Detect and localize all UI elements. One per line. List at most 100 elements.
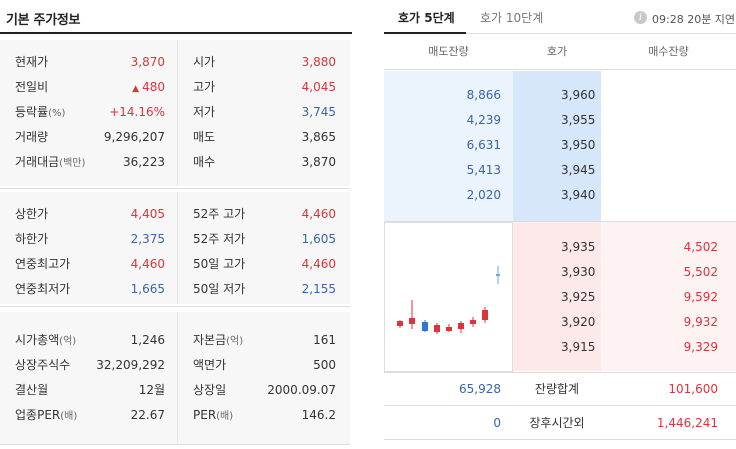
- info-row: 시가총액(억) 1,246 자본금(억) 161: [0, 328, 350, 353]
- row-label: 전일비: [15, 80, 49, 94]
- row-value: 3,880: [301, 55, 336, 69]
- basic-price-info-panel: 기본 주가정보 현재가 3,870 시가 3,880 전일비 ▲ 480 고가 4,045 등락률…: [0, 0, 352, 449]
- total-ask-volume: 65,928: [459, 382, 501, 396]
- candle-body: [482, 310, 488, 320]
- row-label: 52주 저가: [193, 232, 246, 246]
- bid-area: [601, 221, 736, 371]
- row-label: 매수: [193, 155, 216, 169]
- ask-row[interactable]: 4,239 3,955: [384, 108, 736, 133]
- row-label: 시가: [193, 55, 216, 69]
- info-icon[interactable]: i: [634, 11, 647, 24]
- candle-chart-svg: [397, 266, 500, 334]
- info-row: 하한가 2,375 52주 저가 1,605: [0, 227, 350, 252]
- orderbook-panel: 호가 5단계 호가 10단계 i 09:28 20분 지연 매도잔량 호가 매수…: [384, 0, 736, 449]
- info-row: 등락률(%) +14.16% 저가 3,745: [0, 100, 350, 125]
- ask-volume: 5,413: [466, 163, 501, 177]
- row-value: 4,405: [130, 207, 165, 221]
- row-label: 52주 고가: [193, 207, 246, 221]
- ask-row[interactable]: 2,020 3,940: [384, 183, 736, 208]
- row-value: 1,665: [130, 282, 165, 296]
- row-label: 50일 저가: [193, 282, 246, 296]
- row-label: 거래량: [15, 130, 49, 144]
- row-value: ▲ 480: [132, 80, 165, 94]
- ask-volume: 6,631: [466, 138, 501, 152]
- row-value: 32,209,292: [96, 358, 165, 372]
- ask-row[interactable]: 5,413 3,945: [384, 158, 736, 183]
- info-row: 전일비 ▲ 480 고가 4,045: [0, 75, 350, 100]
- bid-row[interactable]: 3,925 9,592: [384, 285, 736, 310]
- info-row: 상한가 4,405 52주 고가 4,460: [0, 202, 350, 227]
- row-value: 4,460: [301, 257, 336, 271]
- info-row: 현재가 3,870 시가 3,880: [0, 50, 350, 75]
- ask-volume: 4,239: [466, 113, 501, 127]
- row-label: 상장주식수: [15, 358, 71, 372]
- row-value: 2,375: [130, 232, 165, 246]
- orderbook-header: 매도잔량 호가 매수잔량: [384, 34, 736, 70]
- row-value: 3,870: [130, 55, 165, 69]
- after-hours-bid: 1,446,241: [656, 416, 718, 430]
- candle-body: [446, 327, 452, 331]
- row-label: 연중최저가: [15, 282, 71, 296]
- bid-row[interactable]: 3,915 9,329: [384, 335, 736, 360]
- panel-title: 기본 주가정보: [6, 13, 81, 28]
- summary-divider: [384, 372, 736, 373]
- bid-price: 3,915: [561, 340, 596, 354]
- row-value: 12월: [138, 383, 165, 397]
- row-value: 3,865: [301, 130, 336, 144]
- row-label: 50일 고가: [193, 257, 246, 271]
- bid-volume: 9,592: [683, 290, 718, 304]
- bid-price: 3,935: [561, 240, 596, 254]
- candle-body: [496, 274, 500, 276]
- candle-body: [409, 318, 415, 324]
- row-label: 거래대금(백만): [15, 155, 86, 169]
- row-value: 22.67: [130, 408, 165, 422]
- row-value: 1,246: [130, 333, 165, 347]
- info-row: 거래대금(백만) 36,223 매수 3,870: [0, 150, 350, 175]
- bid-row[interactable]: 3,935 4,502: [384, 235, 736, 260]
- row-label: 결산월: [15, 383, 49, 397]
- after-hours-row: 0 장후시간외 1,446,241: [384, 407, 736, 440]
- delay-notice: 09:28 20분 지연: [652, 13, 736, 26]
- bid-row[interactable]: 3,920 9,932: [384, 310, 736, 335]
- ask-row[interactable]: 8,866 3,960: [384, 83, 736, 108]
- info-row: 업종PER(배) 22.67 PER(배) 146.2: [0, 403, 350, 428]
- ask-volume: 8,866: [466, 88, 501, 102]
- section-divider: [0, 188, 350, 189]
- ask-row[interactable]: 6,631 3,950: [384, 133, 736, 158]
- row-label: 고가: [193, 80, 216, 94]
- candle-body: [434, 325, 440, 332]
- row-label: PER(배): [193, 408, 234, 422]
- candle-body: [397, 321, 403, 326]
- header-price: 호가: [546, 45, 568, 58]
- bid-price: 3,920: [561, 315, 596, 329]
- after-hours-label: 장후시간외: [529, 416, 585, 430]
- info-row: 결산월 12월 상장일 2000.09.07: [0, 378, 350, 403]
- total-label: 잔량합계: [534, 382, 580, 396]
- tab-divider: [384, 33, 736, 34]
- candle-body: [470, 320, 476, 324]
- ask-price: 3,940: [561, 188, 596, 202]
- ask-price: 3,950: [561, 138, 596, 152]
- ask-volume: 2,020: [466, 188, 501, 202]
- row-value: 3,870: [301, 155, 336, 169]
- section-divider: [0, 306, 350, 307]
- candle-body: [458, 323, 464, 329]
- bid-row[interactable]: 3,930 5,502: [384, 260, 736, 285]
- tab-orderbook-5[interactable]: 호가 5단계: [398, 11, 455, 25]
- header-bid-volume: 매수잔량: [648, 45, 689, 58]
- section-divider: [0, 444, 350, 445]
- row-value: 146.2: [301, 408, 336, 422]
- active-tab-indicator: [384, 32, 466, 34]
- up-arrow-icon: ▲: [132, 84, 140, 94]
- row-value: +14.16%: [109, 105, 165, 119]
- bid-volume: 5,502: [683, 265, 718, 279]
- info-row: 거래량 9,296,207 매도 3,865: [0, 125, 350, 150]
- row-value: 2,155: [301, 282, 336, 296]
- info-row: 연중최저가 1,665 50일 저가 2,155: [0, 277, 350, 302]
- tab-orderbook-10[interactable]: 호가 10단계: [480, 11, 544, 25]
- row-label: 자본금(억): [193, 333, 244, 347]
- bid-price-area: [513, 221, 601, 371]
- row-value: 9,296,207: [103, 130, 165, 144]
- bid-volume: 4,502: [683, 240, 718, 254]
- ask-price: 3,945: [561, 163, 596, 177]
